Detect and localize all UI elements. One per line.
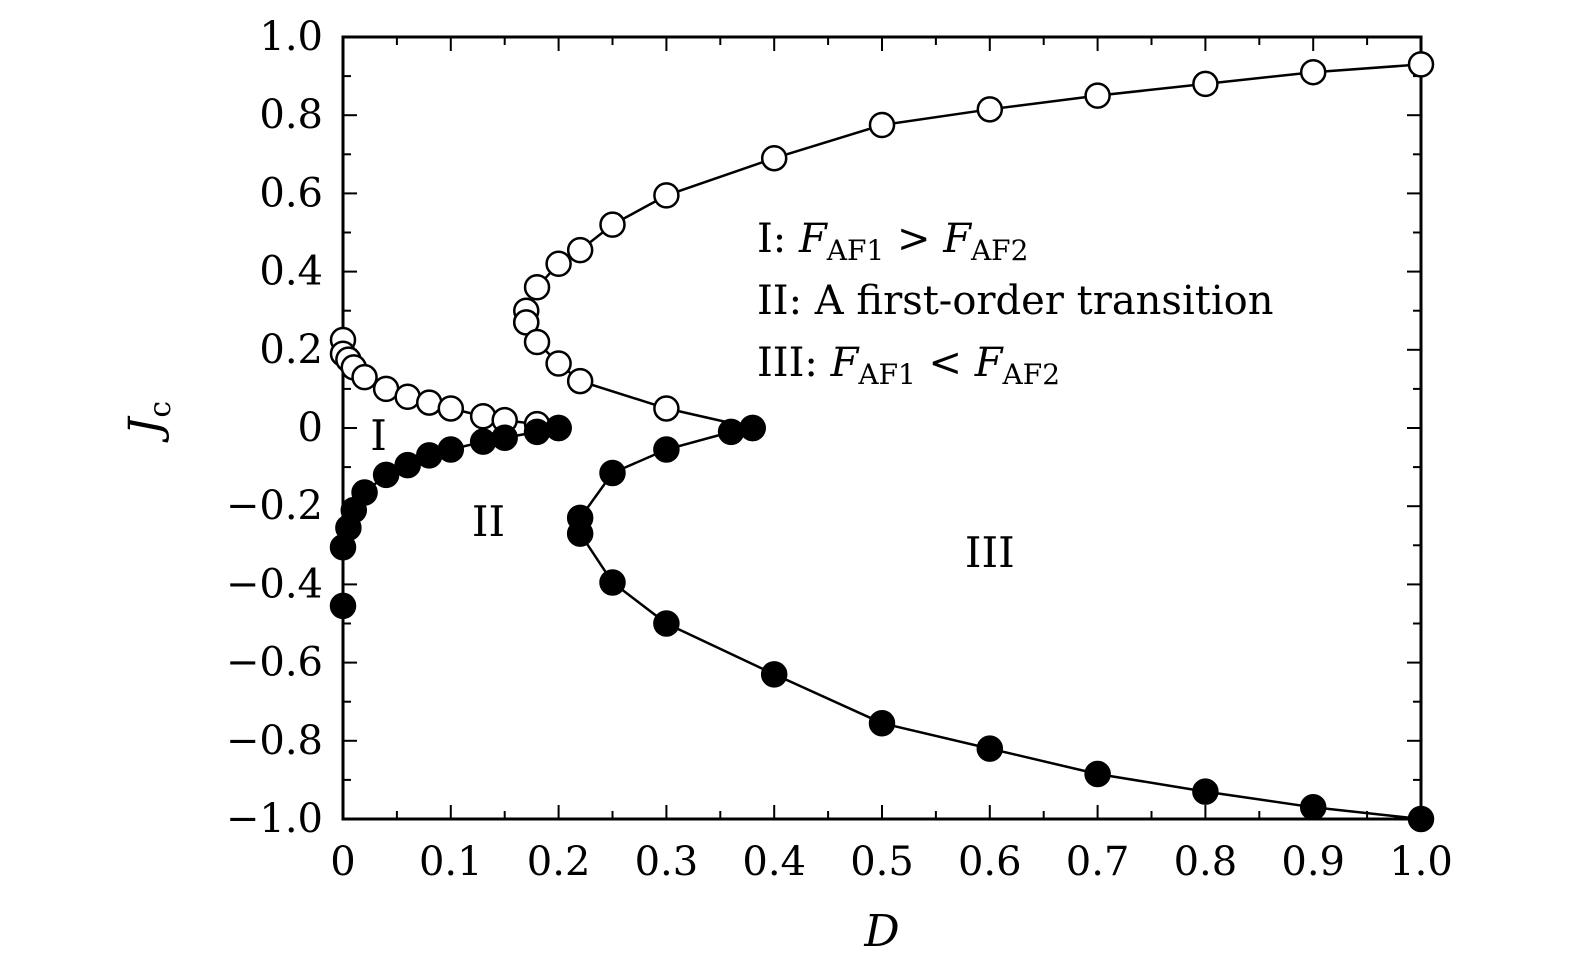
legend-bsub: AF2 xyxy=(970,234,1028,267)
x-tick-label: 0.6 xyxy=(958,839,1022,885)
filled-data-point xyxy=(653,610,680,637)
filled-data-point xyxy=(1192,778,1219,805)
y-tick-label: 0.8 xyxy=(259,92,323,138)
open-data-point xyxy=(523,273,551,301)
series-line-5 xyxy=(579,532,1422,821)
open-data-point xyxy=(1192,70,1219,98)
x-tick-label: 0.9 xyxy=(1281,839,1345,885)
y-tick-label: 0.6 xyxy=(259,170,323,216)
open-data-point xyxy=(653,395,680,422)
open-data-point xyxy=(351,363,378,391)
series-markers xyxy=(329,51,1435,833)
open-data-point xyxy=(976,96,1004,123)
legend-b: F xyxy=(942,216,972,262)
open-data-point xyxy=(1299,58,1327,86)
filled-data-point xyxy=(437,436,465,463)
open-data-point xyxy=(415,389,443,416)
region-label: III xyxy=(965,528,1015,577)
open-data-point xyxy=(1407,51,1435,78)
y-axis-title: Jc xyxy=(120,401,178,443)
filled-data-point xyxy=(599,569,626,596)
x-tick-label: 0.8 xyxy=(1174,839,1238,885)
filled-data-point xyxy=(739,414,766,442)
filled-data-point xyxy=(394,451,421,479)
legend-line-2: II: A first-order transition xyxy=(757,278,1273,324)
legend-prefix: III: xyxy=(757,340,831,386)
region-label: I xyxy=(370,411,387,460)
legend-line-text: II: A first-order transition xyxy=(757,278,1273,324)
filled-data-point xyxy=(1407,805,1435,833)
open-data-point xyxy=(545,250,572,278)
filled-data-point xyxy=(329,592,357,620)
filled-data-point xyxy=(653,436,680,463)
x-tick-label: 0.2 xyxy=(527,839,591,885)
open-data-point xyxy=(545,350,572,377)
open-data-point xyxy=(566,236,594,264)
filled-data-point xyxy=(717,418,745,446)
y-tick-label: 0 xyxy=(298,405,323,451)
open-data-point xyxy=(394,383,421,410)
open-data-point xyxy=(437,395,465,422)
open-data-point xyxy=(523,328,551,356)
open-data-point xyxy=(566,367,594,395)
legend-asub: AF1 xyxy=(857,358,915,391)
filled-data-point xyxy=(1084,760,1111,788)
x-tick-label: 0.7 xyxy=(1066,839,1130,885)
filled-data-point xyxy=(760,661,788,688)
legend-a: F xyxy=(798,216,828,262)
open-data-point xyxy=(599,211,626,238)
legend-prefix: I: xyxy=(757,216,799,262)
open-data-point xyxy=(653,182,680,209)
tick-labels: 0 0.1 0.2 0.3 0.4 0.5 0.6 0.7 0.8 0.9 1.0 1.0 0.8 0.6… xyxy=(226,14,1453,885)
region-label: II xyxy=(472,497,505,546)
filled-data-point xyxy=(976,735,1004,762)
filled-data-point xyxy=(351,479,378,506)
y-axis-title-main: J xyxy=(120,415,171,443)
filled-data-point xyxy=(545,414,572,442)
x-axis-title: D xyxy=(863,906,899,957)
legend-line-1: I: FAF1 > FAF2 xyxy=(757,216,1028,267)
x-tick-label: 0.3 xyxy=(635,839,699,885)
legend-line-3: III: FAF1 < FAF2 xyxy=(757,340,1060,391)
x-tick-label: 0.5 xyxy=(850,839,914,885)
x-tick-label: 1.0 xyxy=(1389,839,1453,885)
legend-op: > xyxy=(884,216,943,262)
filled-data-point xyxy=(868,709,896,737)
legend-b: F xyxy=(974,340,1004,386)
filled-data-point xyxy=(599,459,626,487)
x-tick-label: 0.1 xyxy=(419,839,483,885)
open-data-point xyxy=(868,111,896,139)
open-data-point xyxy=(1084,82,1111,109)
x-tick-label: 0 xyxy=(330,839,355,885)
y-tick-label: 0.4 xyxy=(259,249,323,295)
open-data-point xyxy=(760,144,788,172)
axis-ticks xyxy=(342,36,1422,820)
legend-op: < xyxy=(916,340,975,386)
y-tick-label: 1.0 xyxy=(259,14,323,60)
y-axis-title-subscript: c xyxy=(143,401,178,418)
y-tick-label: −0.4 xyxy=(226,561,323,607)
filled-data-point xyxy=(372,461,400,489)
y-tick-label: −0.6 xyxy=(226,640,323,686)
filled-data-point xyxy=(1299,794,1327,821)
y-tick-label: −0.8 xyxy=(226,718,323,764)
legend-a: F xyxy=(830,340,860,386)
y-tick-label: −1.0 xyxy=(226,796,323,842)
legend-bsub: AF2 xyxy=(1002,358,1060,391)
filled-data-point xyxy=(415,442,443,469)
filled-data-point xyxy=(566,520,594,547)
legend-asub: AF1 xyxy=(826,234,884,267)
x-tick-label: 0.4 xyxy=(742,839,806,885)
filled-data-point xyxy=(469,428,497,455)
open-data-point xyxy=(469,403,497,430)
filled-data-point xyxy=(491,424,518,452)
y-tick-label: −0.2 xyxy=(226,483,323,529)
y-tick-label: 0.2 xyxy=(259,327,323,373)
filled-data-point xyxy=(523,418,551,446)
